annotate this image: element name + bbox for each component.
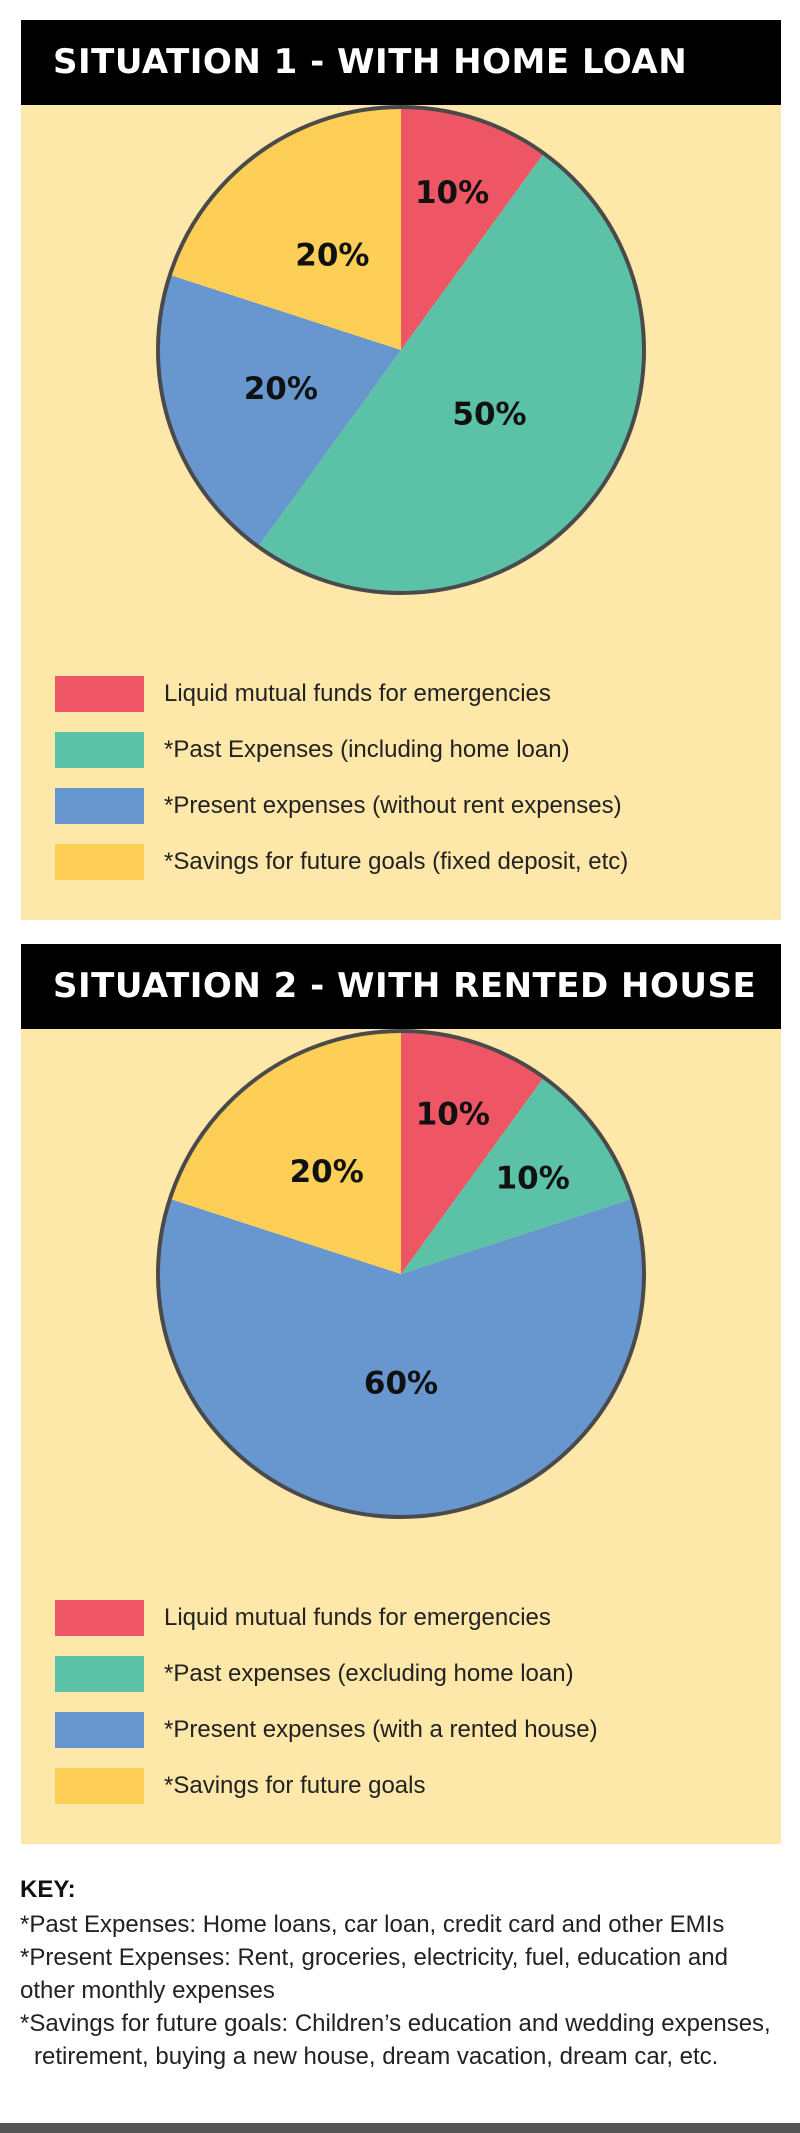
bottom-bar bbox=[0, 2123, 800, 2133]
situation-2-legend: Liquid mutual funds for emergencies *Past… bbox=[55, 1599, 755, 1823]
legend-item: *Savings for future goals (fixed deposit… bbox=[55, 843, 755, 881]
legend-item: *Past Expenses (including home loan) bbox=[55, 731, 755, 769]
legend-label: *Savings for future goals bbox=[164, 1772, 426, 1799]
pie-slice-2 bbox=[401, 1077, 633, 1274]
pie-slice-label-3: 20% bbox=[244, 371, 318, 407]
legend-swatch bbox=[55, 1600, 144, 1636]
key-section: KEY: *Past Expenses: Home loans, car loa… bbox=[20, 1873, 780, 2073]
legend-swatch bbox=[55, 1768, 144, 1804]
legend-item: Liquid mutual funds for emergencies bbox=[55, 675, 755, 713]
legend-swatch bbox=[55, 1712, 144, 1748]
pie-slice-2 bbox=[258, 153, 644, 593]
pie-slice-label-4: 20% bbox=[290, 1154, 364, 1190]
legend-swatch bbox=[55, 676, 144, 712]
key-line-present-expenses: *Present Expenses: Rent, groceries, elec… bbox=[20, 1944, 728, 2004]
pie-outline bbox=[156, 105, 646, 595]
pie-slice-1 bbox=[401, 1031, 544, 1274]
legend-label: Liquid mutual funds for emergencies bbox=[164, 1604, 551, 1631]
pie-slice-label-2: 50% bbox=[452, 396, 526, 432]
pie-slice-label-3: 60% bbox=[364, 1365, 438, 1401]
legend-item: Liquid mutual funds for emergencies bbox=[55, 1599, 755, 1637]
pie-slice-label-1: 10% bbox=[416, 1097, 490, 1133]
situation-2-pie-chart: 10%10% 60% 20% bbox=[156, 1029, 646, 1519]
key-title: KEY: bbox=[20, 1876, 76, 1903]
legend-label: *Past expenses (excluding home loan) bbox=[164, 1660, 574, 1687]
legend-label: *Present expenses (with a rented house) bbox=[164, 1716, 598, 1743]
legend-item: *Present expenses (without rent expenses… bbox=[55, 787, 755, 825]
legend-swatch bbox=[55, 844, 144, 880]
legend-label: *Present expenses (without rent expenses… bbox=[164, 792, 622, 819]
pie-slice-1 bbox=[401, 107, 544, 350]
legend-swatch bbox=[55, 1656, 144, 1692]
key-line-savings: *Savings for future goals: Children’s ed… bbox=[20, 2010, 771, 2070]
key-line-past-expenses: *Past Expenses: Home loans, car loan, cr… bbox=[20, 1911, 725, 1938]
pie-slice-label-2: 10% bbox=[496, 1160, 570, 1196]
legend-label: *Past Expenses (including home loan) bbox=[164, 736, 570, 763]
situation-2-title: SITUATION 2 - WITH RENTED HOUSE bbox=[21, 944, 781, 1029]
situation-1-title: SITUATION 1 - WITH HOME LOAN bbox=[21, 20, 781, 105]
pie-slice-3 bbox=[157, 1198, 644, 1517]
legend-item: *Past expenses (excluding home loan) bbox=[55, 1655, 755, 1693]
pie-slice-3 bbox=[157, 274, 401, 547]
situation-1-legend: Liquid mutual funds for emergencies *Past… bbox=[55, 675, 755, 899]
pie-slice-4 bbox=[169, 107, 401, 350]
legend-label: Liquid mutual funds for emergencies bbox=[164, 680, 551, 707]
legend-item: *Present expenses (with a rented house) bbox=[55, 1711, 755, 1749]
legend-swatch bbox=[55, 732, 144, 768]
situation-2-panel: SITUATION 2 - WITH RENTED HOUSE 10% 10% 60… bbox=[21, 944, 781, 1844]
pie-slice-label-4: 20% bbox=[295, 238, 369, 274]
pie-slice-label-1: 10% bbox=[415, 175, 489, 211]
situation-1-panel: SITUATION 1 - WITH HOME LOAN 10% 50% 20% 20… bbox=[21, 20, 781, 920]
legend-item: *Savings for future goals bbox=[55, 1767, 755, 1805]
situation-1-pie-chart: 10% 50% 20% 20% bbox=[156, 105, 646, 595]
legend-label: *Savings for future goals (fixed deposit… bbox=[164, 848, 629, 875]
pie-outline bbox=[156, 1029, 646, 1519]
pie-slice-4 bbox=[169, 1031, 401, 1274]
legend-swatch bbox=[55, 788, 144, 824]
